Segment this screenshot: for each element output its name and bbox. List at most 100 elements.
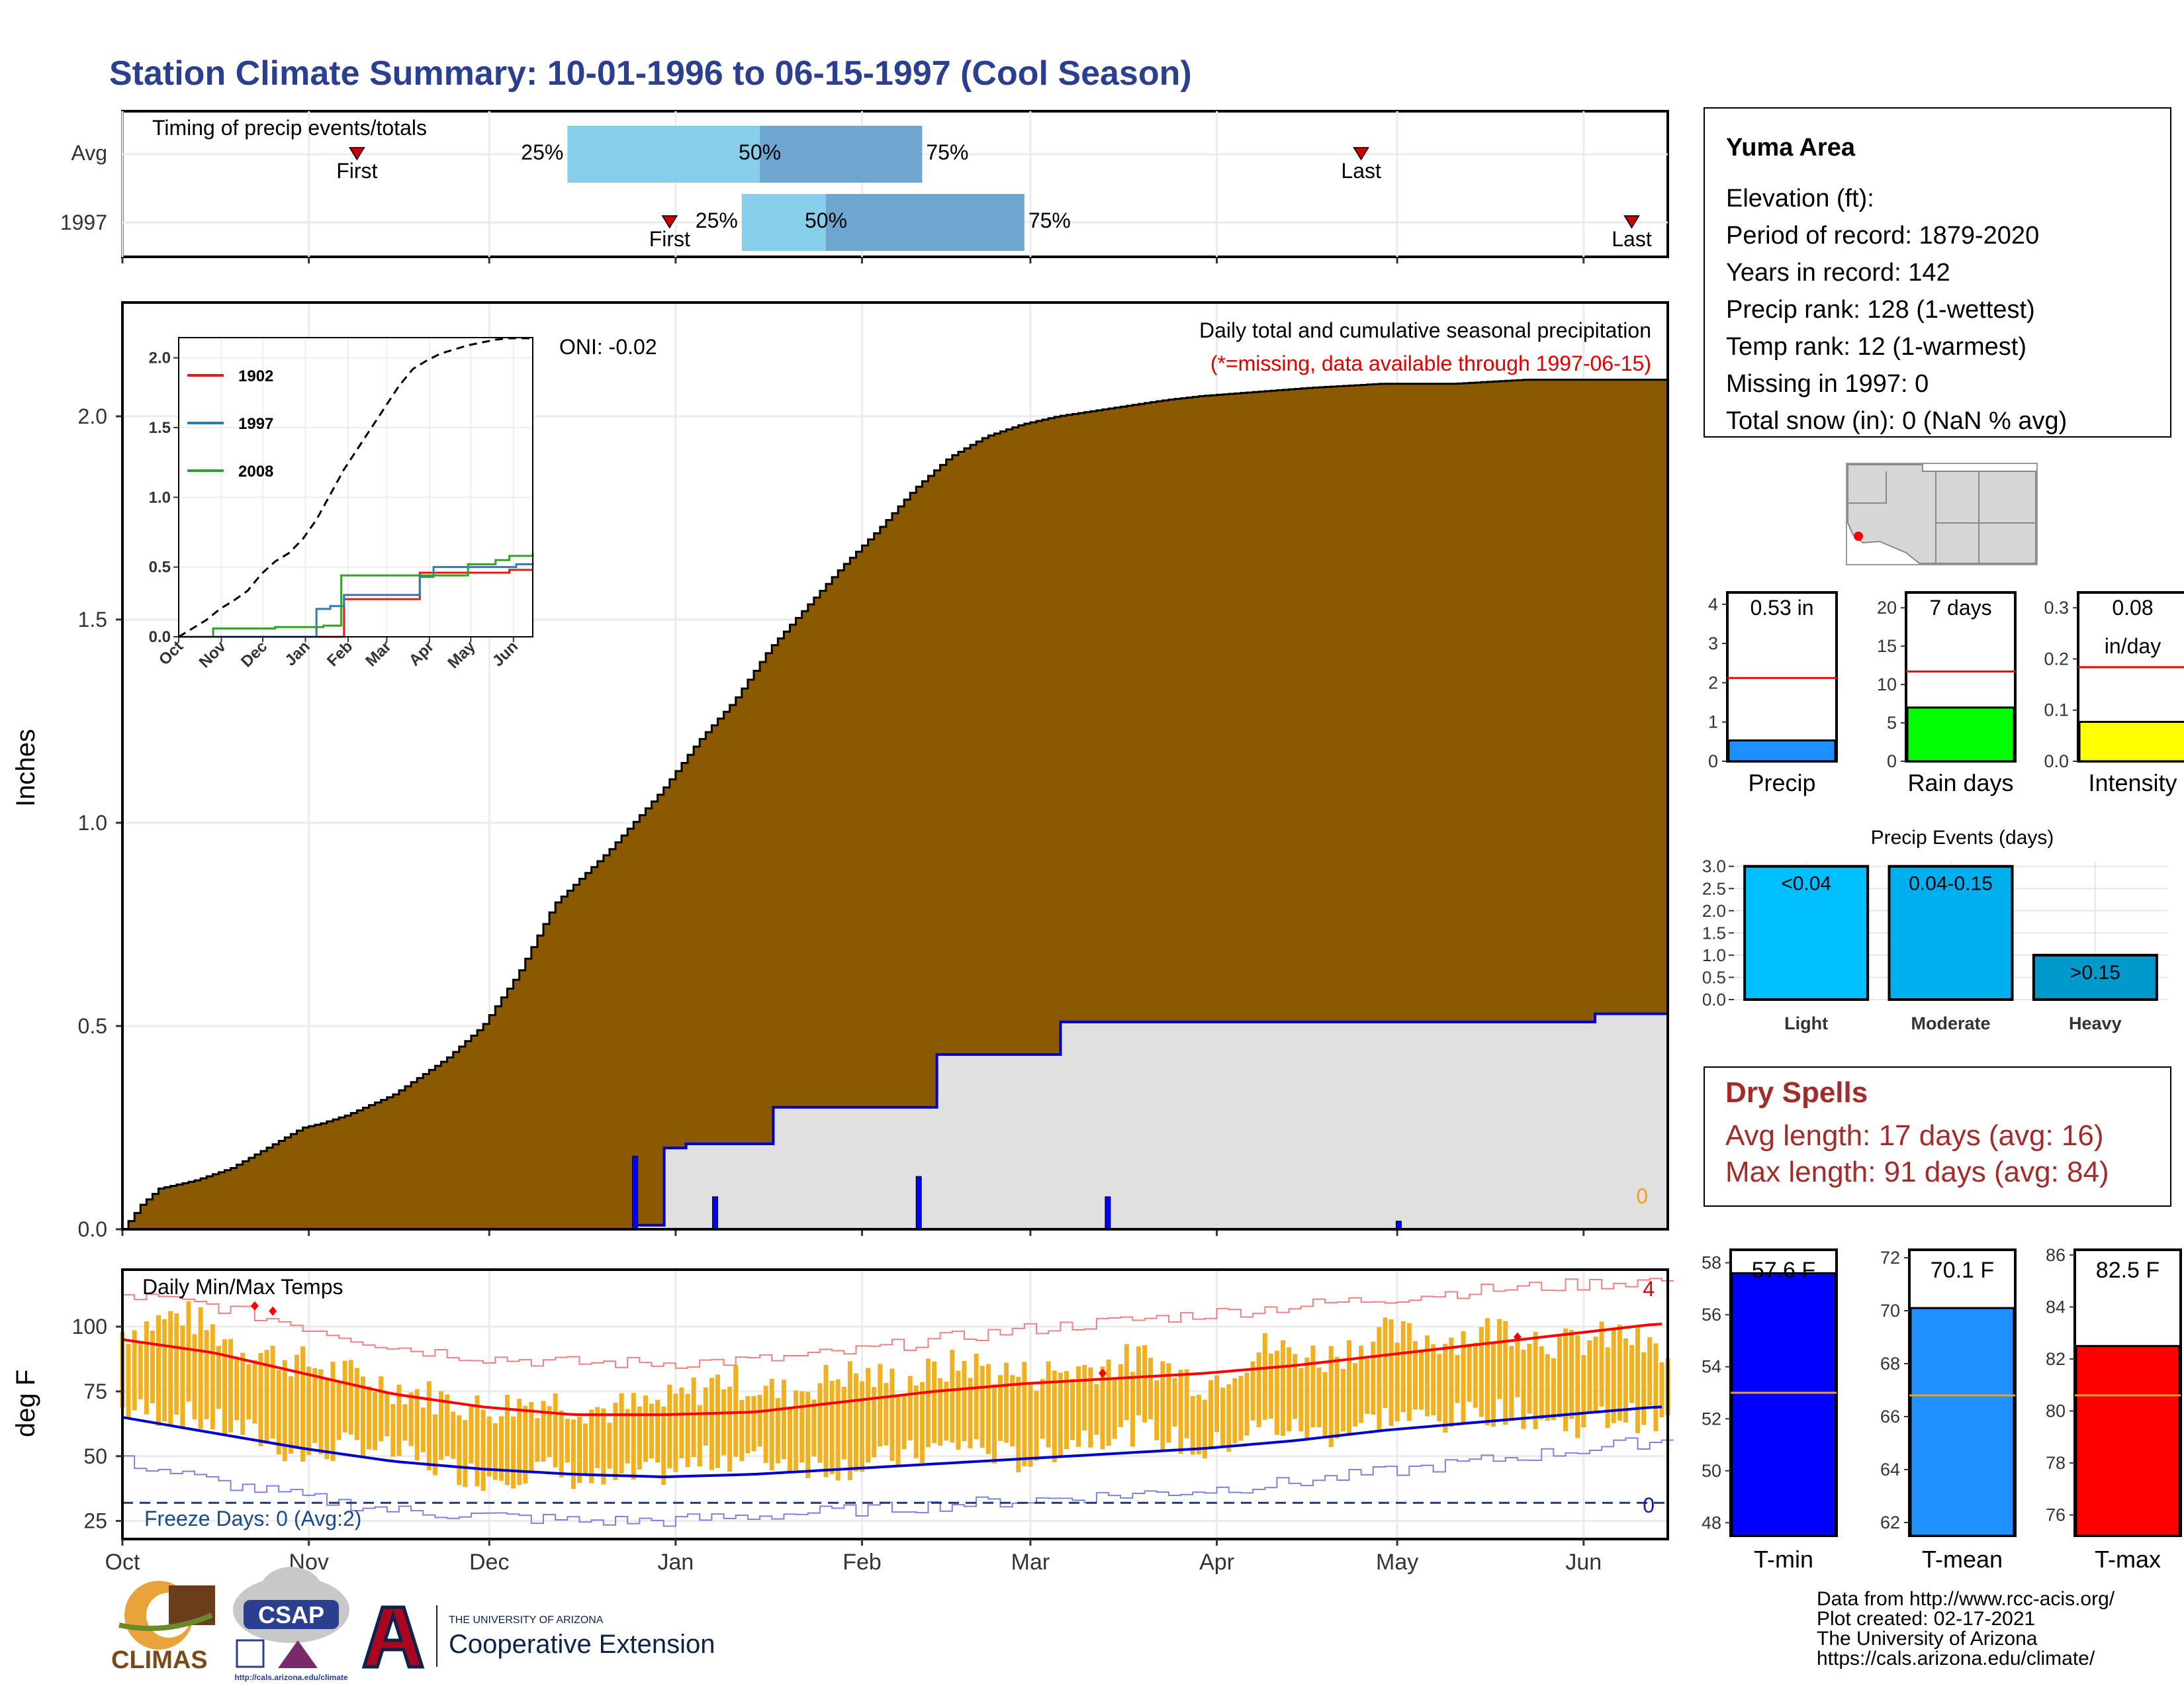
- freeze-days-label: Freeze Days: 0 (Avg:2): [144, 1507, 361, 1530]
- daily-temp-bar: [565, 1419, 570, 1463]
- daily-temp-bar: [679, 1387, 684, 1458]
- temp-bar-y-tick-label: 64: [1880, 1460, 1900, 1479]
- month-label: May: [1376, 1550, 1418, 1575]
- daily-temp-bar: [1262, 1333, 1267, 1420]
- timing-first-label: First: [336, 159, 377, 183]
- climas-logo: CLIMAS: [111, 1581, 215, 1674]
- ua-a-mark-icon: [361, 1605, 425, 1669]
- precip-y-ticks: 0.0 0.5 1.0 1.5 2.0: [78, 404, 1585, 1241]
- daily-temp-bar: [1539, 1346, 1544, 1420]
- daily-temp-bar: [919, 1382, 925, 1463]
- events-y-tick-label: 0.5: [1702, 967, 1726, 987]
- precip-events-content: 0.0 0.51.01.52.0 2.5 3.0 <0.04 Light 0.04-0.15…: [1702, 857, 2167, 1033]
- credit-line: The University of Arizona: [1817, 1628, 2038, 1650]
- daily-temp-bar: [709, 1378, 714, 1470]
- small-bar-y-tick-label: 0: [1887, 751, 1897, 771]
- daily-temp-bar: [685, 1393, 690, 1468]
- daily-temp-bar: [1070, 1379, 1075, 1440]
- info-line: Period of record: 1879-2020: [1726, 222, 2039, 250]
- dry-spells-max: Max length: 91 days (avg: 84): [1725, 1156, 2109, 1188]
- daily-temp-bar: [794, 1390, 799, 1470]
- daily-temp-bar: [1136, 1346, 1141, 1416]
- temp-bar-y-tick-label: 70: [1880, 1301, 1900, 1321]
- csap-bars-icon: [236, 1639, 265, 1668]
- small-bar-y-tick-label: 3: [1708, 633, 1718, 653]
- ua-university-label: THE UNIVERSITY OF ARIZONA: [449, 1615, 604, 1626]
- temp-bar-y-tick-label: 84: [2046, 1297, 2066, 1317]
- daily-temp-bar: [1617, 1325, 1622, 1421]
- daily-temp-bar: [1599, 1321, 1604, 1407]
- daily-temp-bar: [811, 1399, 817, 1457]
- info-frame: [1704, 107, 2171, 438]
- daily-temp-bar: [300, 1346, 306, 1462]
- daily-temp-bar: [697, 1405, 702, 1467]
- daily-temp-bar: [1473, 1342, 1478, 1408]
- temp-frame: [121, 1268, 1669, 1540]
- timing-bar-q25-q50: [741, 194, 827, 251]
- daily-temp-bar: [1082, 1364, 1087, 1430]
- record-min-line: [122, 1437, 1674, 1527]
- temp-y-axis-label: deg F: [11, 1370, 40, 1437]
- temp-panel: Daily Min/Max Temps Freeze Days: 0 (Avg:…: [11, 1268, 1674, 1575]
- inset-series-line-1997: [179, 563, 534, 638]
- daily-temp-bar: [1034, 1390, 1039, 1461]
- daily-temp-bar: [781, 1380, 786, 1460]
- daily-temp-bar: [589, 1409, 594, 1483]
- daily-temp-bar: [769, 1379, 774, 1471]
- daily-temp-bar: [385, 1393, 390, 1436]
- daily-temp-bar: [1094, 1383, 1099, 1435]
- daily-temp-bar: [1653, 1343, 1659, 1432]
- info-line: Years in record: 142: [1726, 259, 1950, 287]
- daily-temp-bar: [192, 1334, 197, 1420]
- daily-temp-bar: [1467, 1344, 1472, 1402]
- daily-temp-bar: [240, 1352, 246, 1435]
- daily-temp-bar: [1455, 1354, 1460, 1403]
- daily-temp-bar: [1461, 1331, 1466, 1425]
- daily-temp-bar: [979, 1366, 985, 1448]
- daily-temp-bar: [1088, 1367, 1093, 1448]
- daily-temp-bar: [492, 1423, 498, 1480]
- temp-bar-value-label: 70.1 F: [1931, 1258, 1994, 1283]
- daily-temp-bar: [288, 1376, 293, 1454]
- daily-temp-bar: [907, 1376, 913, 1440]
- daily-temp-bar: [985, 1364, 991, 1454]
- daily-temp-bar: [991, 1384, 997, 1464]
- month-label: Jan: [657, 1550, 694, 1575]
- precip-summary-bars: 0 1 2 3 4 0.53 in Precip 0 5 10 15 20 7 days Rain day…: [1708, 591, 2184, 796]
- daily-temp-bar: [463, 1420, 468, 1487]
- daily-temp-bar: [426, 1381, 432, 1471]
- daily-temp-bar: [1004, 1362, 1009, 1443]
- daily-temp-bar: [1509, 1346, 1514, 1421]
- events-bar-Moderate: [1888, 865, 2014, 1002]
- daily-temp-bar: [168, 1311, 173, 1425]
- daily-temp-bar: [817, 1383, 823, 1463]
- small-bar-label: Rain days: [1907, 769, 2013, 796]
- daily-temp-bar: [1160, 1361, 1165, 1450]
- small-bar-y-tick-label: 1: [1708, 712, 1718, 732]
- temp-bar-y-tick-label: 78: [2046, 1453, 2066, 1473]
- daily-temp-bar: [373, 1391, 378, 1450]
- timing-q75-label: 75%: [926, 140, 968, 164]
- daily-temp-bar: [619, 1393, 624, 1474]
- daily-temp-bar: [504, 1395, 510, 1485]
- small-bar-y-tick-label: 0.2: [2044, 649, 2069, 669]
- daily-temp-bar: [414, 1389, 420, 1461]
- daily-temp-bar: [1431, 1344, 1436, 1416]
- daily-temp-bar: [1449, 1337, 1454, 1427]
- daily-temp-bar: [775, 1398, 780, 1464]
- climas-wordmark: CLIMAS: [111, 1646, 208, 1674]
- daily-temp-bar: [228, 1338, 234, 1432]
- timing-last-marker-icon: [1623, 215, 1640, 229]
- timing-q25-label: 25%: [696, 209, 738, 232]
- daily-temp-bar: [1166, 1363, 1171, 1443]
- daily-temp-bar: [1154, 1380, 1160, 1440]
- daily-temp-bar: [637, 1406, 642, 1470]
- daily-temp-bar: [649, 1403, 655, 1459]
- daily-temp-bar: [367, 1386, 372, 1450]
- temp-bar-T-max: [2075, 1344, 2181, 1537]
- daily-temp-bar: [932, 1361, 937, 1444]
- daily-temp-bar: [1268, 1353, 1273, 1419]
- small-bar-y-tick-label: 0: [1708, 751, 1718, 771]
- daily-temp-bar: [745, 1396, 751, 1454]
- daily-temp-bar: [1310, 1345, 1316, 1428]
